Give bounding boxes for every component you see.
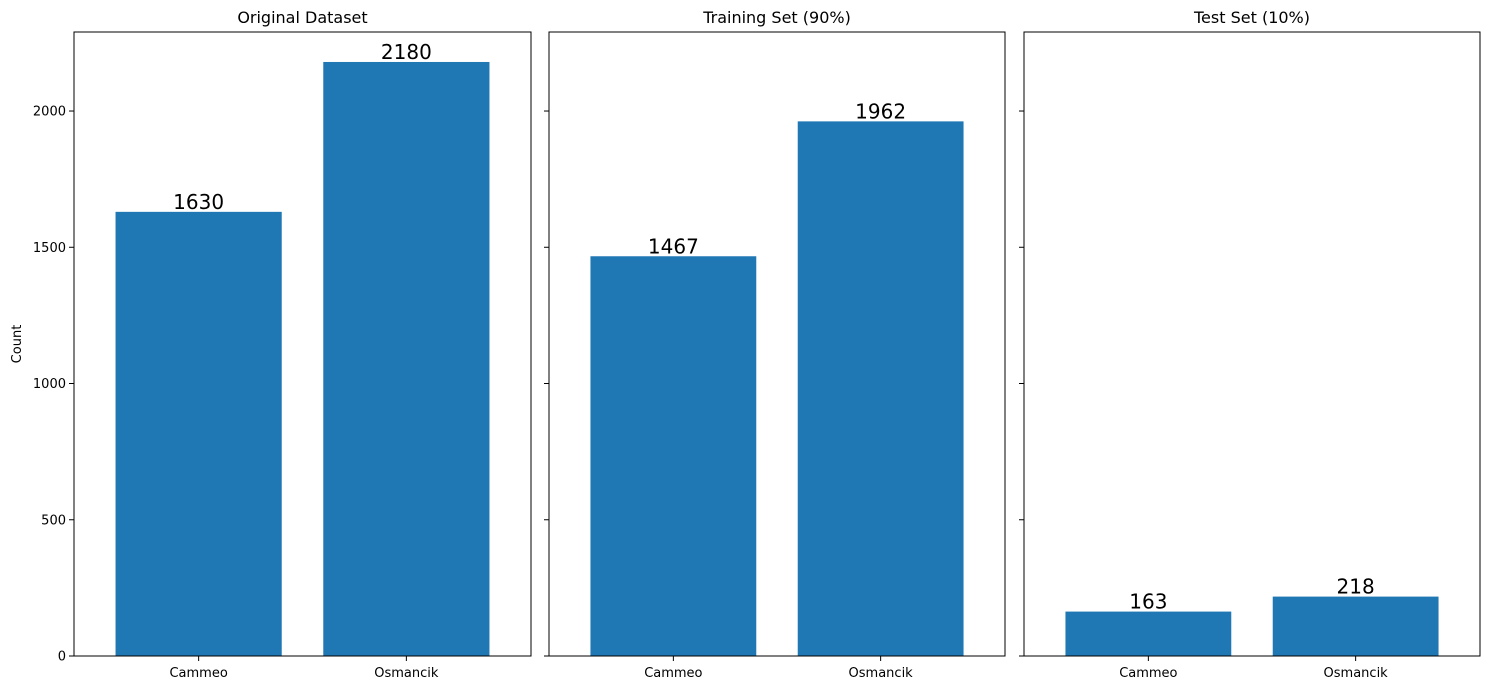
bar-value-label: 218: [1337, 575, 1375, 599]
plot-frame: [1023, 31, 1481, 657]
bar-osmancik: [323, 61, 490, 656]
x-tick-label: Cammeo: [1119, 666, 1177, 681]
y-tick-label: 1500: [33, 241, 66, 256]
y-tick-label: 0: [58, 650, 66, 665]
bar-cammeo: [590, 256, 757, 656]
plot-frame: [548, 31, 1006, 657]
bar-osmancik: [1272, 596, 1439, 656]
y-axis-label: Count: [10, 325, 25, 364]
y-tick-label: 1000: [33, 377, 66, 392]
bar-value-label: 2180: [381, 40, 432, 64]
x-tick-label: Osmancik: [849, 666, 914, 681]
panel-title: Test Set (10%): [1193, 8, 1310, 27]
bar-value-label: 1630: [173, 190, 224, 214]
panel-title: Training Set (90%): [702, 8, 851, 27]
bar-value-label: 1467: [648, 234, 699, 258]
bar-cammeo: [1065, 611, 1232, 656]
x-tick-label: Osmancik: [1324, 666, 1389, 681]
bar-value-label: 163: [1129, 590, 1167, 614]
panel-title: Original Dataset: [237, 8, 367, 27]
x-tick-label: Cammeo: [644, 666, 702, 681]
plot-frame: [73, 31, 532, 657]
bar-osmancik: [797, 121, 964, 657]
x-tick-label: Cammeo: [169, 666, 227, 681]
y-tick-label: 500: [41, 513, 66, 528]
x-tick-label: Osmancik: [374, 666, 439, 681]
y-tick-label: 2000: [33, 105, 66, 120]
bar-value-label: 1962: [855, 99, 906, 123]
bar-cammeo: [115, 211, 282, 657]
